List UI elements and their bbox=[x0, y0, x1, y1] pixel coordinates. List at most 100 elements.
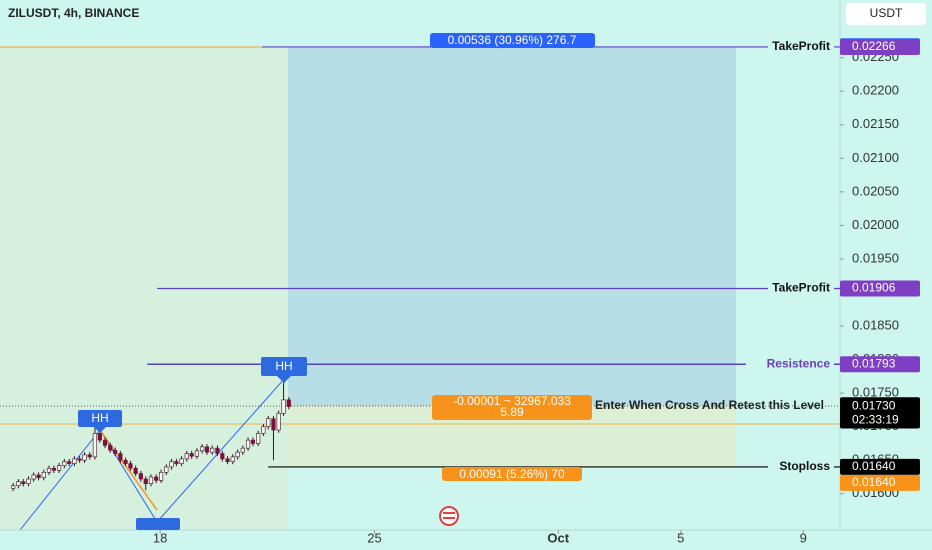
price-label: 0.01793 bbox=[852, 356, 896, 370]
stop-box bbox=[442, 467, 582, 481]
candle-body bbox=[16, 481, 21, 487]
y-tick-label: 0.02200 bbox=[852, 83, 899, 98]
candle-body bbox=[72, 458, 77, 464]
price-label: 0.01640 bbox=[852, 459, 896, 473]
x-tick-label: Oct bbox=[547, 530, 569, 545]
currency-button[interactable] bbox=[846, 3, 926, 25]
candle-body bbox=[77, 458, 82, 461]
candle-body bbox=[189, 453, 194, 457]
candle-body bbox=[250, 439, 256, 444]
target-zone bbox=[288, 47, 736, 406]
candle-body bbox=[46, 467, 52, 473]
candle-body bbox=[113, 449, 118, 454]
candle-body bbox=[31, 474, 36, 480]
candle-body bbox=[154, 476, 159, 481]
candle-body bbox=[41, 472, 46, 478]
candle-body bbox=[57, 465, 62, 471]
price-label-box bbox=[840, 356, 920, 373]
candle-body bbox=[184, 453, 189, 460]
y-tick-label: 0.02100 bbox=[852, 150, 899, 165]
trend-line bbox=[99, 429, 158, 511]
candle-body bbox=[210, 447, 215, 453]
level-label: Stoploss bbox=[779, 459, 830, 473]
trend-line bbox=[19, 377, 286, 531]
stop-label: 0.00091 (5.26%) 70 bbox=[459, 467, 565, 481]
x-tick-label: 5 bbox=[677, 530, 684, 545]
currency[interactable]: USDT bbox=[870, 6, 903, 20]
candle-body bbox=[230, 456, 235, 462]
candle-body bbox=[256, 433, 261, 444]
candle-body bbox=[220, 453, 225, 460]
candle-body bbox=[174, 461, 179, 464]
pivot bbox=[136, 518, 180, 530]
y-tick-label: 0.02150 bbox=[852, 116, 899, 131]
entry-note: Enter When Cross And Retest this Level bbox=[595, 398, 824, 412]
candle-body bbox=[11, 485, 16, 489]
candle-body bbox=[128, 463, 133, 469]
y-tick-label: 0.01750 bbox=[852, 385, 899, 400]
y-tick-label: 0.01950 bbox=[852, 250, 899, 265]
pivot-label: HH bbox=[91, 411, 108, 425]
y-tick-label: 0.02050 bbox=[852, 183, 899, 198]
candle-body bbox=[271, 418, 276, 431]
candle-body bbox=[51, 467, 56, 471]
level-label-bg bbox=[768, 459, 834, 474]
x-tick-label: 9 bbox=[800, 530, 807, 545]
pivot: HH bbox=[261, 357, 307, 383]
candle-body bbox=[87, 454, 92, 458]
candle-body bbox=[276, 412, 281, 431]
candle-body bbox=[118, 453, 123, 461]
pivot-label: HH bbox=[275, 359, 292, 373]
candle-body bbox=[200, 446, 205, 452]
target-box bbox=[430, 33, 595, 48]
candle-body bbox=[21, 481, 26, 485]
candle-body bbox=[169, 461, 174, 468]
candle-body bbox=[102, 439, 108, 446]
candle-body bbox=[286, 399, 291, 407]
y-tick-label: 0.02000 bbox=[852, 217, 899, 232]
x-tick-label: 18 bbox=[153, 530, 167, 545]
center-label: -0.00001 ~ 32967.033 bbox=[453, 394, 571, 408]
candle-body bbox=[245, 439, 251, 449]
candle-body bbox=[179, 458, 184, 464]
candle-body bbox=[266, 418, 271, 427]
level-label-bg bbox=[768, 39, 834, 54]
target-label: 0.00536 (30.96%) 276.7 bbox=[448, 33, 577, 47]
candle-body bbox=[194, 450, 200, 457]
candle-body bbox=[164, 466, 169, 473]
center-label: 5.89 bbox=[500, 405, 524, 419]
candle-body bbox=[26, 478, 31, 485]
candle-body bbox=[82, 454, 87, 461]
price-label: 0.01640 bbox=[852, 475, 896, 489]
candle-body bbox=[36, 474, 41, 478]
candle-body bbox=[281, 399, 286, 414]
x-tick-label: 25 bbox=[367, 530, 381, 545]
pivot: HH bbox=[78, 410, 122, 433]
candle-body bbox=[97, 433, 102, 441]
candle-body bbox=[67, 461, 72, 464]
candle-body bbox=[108, 445, 113, 451]
candle-body bbox=[62, 461, 67, 466]
price-label-box bbox=[840, 38, 920, 55]
price-label-box bbox=[840, 458, 920, 475]
level-label-bg bbox=[746, 357, 834, 372]
candle-body bbox=[204, 446, 210, 453]
candle-body bbox=[235, 451, 240, 458]
candle-body bbox=[215, 447, 220, 454]
candle-body bbox=[158, 472, 164, 481]
chart-title: ZILUSDT, 4h, BINANCE bbox=[8, 6, 139, 20]
level-label: Resistence bbox=[767, 356, 831, 370]
candle-body bbox=[261, 426, 266, 434]
price-label-box bbox=[840, 474, 920, 491]
candle-body bbox=[133, 467, 138, 474]
price-label: 0.01906 bbox=[852, 281, 896, 295]
price-label: 0.01730 bbox=[852, 399, 896, 413]
level-label-bg bbox=[768, 281, 834, 296]
center-box bbox=[432, 395, 592, 420]
candle-body bbox=[225, 458, 230, 462]
level-label: TakeProfit bbox=[772, 281, 830, 295]
level-label: TakeProfit bbox=[772, 39, 830, 53]
flag-icon bbox=[439, 506, 459, 526]
candle-body bbox=[143, 478, 148, 485]
